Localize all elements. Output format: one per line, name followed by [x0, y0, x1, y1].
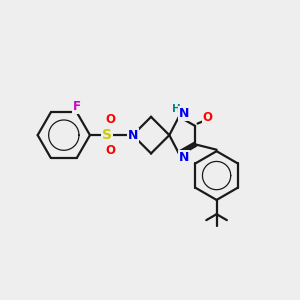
Text: N: N [128, 129, 138, 142]
Text: N: N [179, 106, 190, 120]
Text: H: H [172, 104, 181, 114]
Text: N: N [179, 151, 190, 164]
Text: S: S [102, 128, 112, 142]
Text: F: F [73, 100, 81, 113]
Text: O: O [203, 111, 213, 124]
Text: O: O [106, 144, 116, 157]
Text: O: O [106, 113, 116, 126]
